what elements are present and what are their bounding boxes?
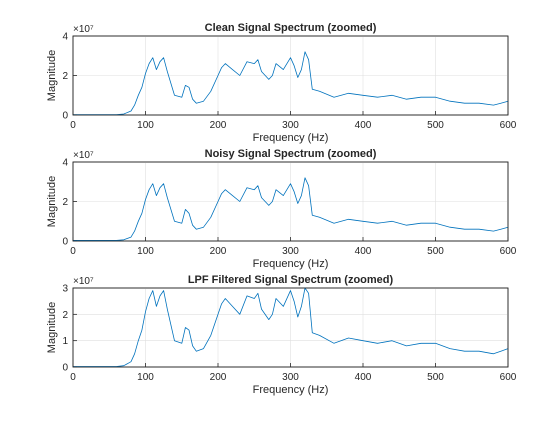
x-tick-label: 200 xyxy=(210,246,227,257)
x-tick-label: 600 xyxy=(500,372,517,383)
x-axis-label: Frequency (Hz) xyxy=(253,258,329,270)
x-tick-label: 300 xyxy=(282,246,299,257)
y-tick-label: 2 xyxy=(62,197,68,208)
y-tick-label: 0 xyxy=(62,363,68,374)
x-tick-label: 100 xyxy=(137,372,154,383)
chart-title: Clean Signal Spectrum (zoomed) xyxy=(205,22,377,34)
y-tick-label: 1 xyxy=(62,336,68,347)
y-tick-label: 3 xyxy=(62,284,68,295)
y-axis-label: Magnitude xyxy=(46,50,58,101)
x-tick-label: 300 xyxy=(282,372,299,383)
x-tick-label: 0 xyxy=(70,372,76,383)
x-axis-label: Frequency (Hz) xyxy=(253,132,329,144)
x-tick-label: 400 xyxy=(355,246,372,257)
chart-title: LPF Filtered Signal Spectrum (zoomed) xyxy=(188,274,394,286)
x-tick-label: 400 xyxy=(355,372,372,383)
y-tick-label: 2 xyxy=(62,310,68,321)
y-tick-label: 4 xyxy=(62,32,68,43)
subplot-3: 0 100 200 300 400 500 600 0 1 2 3 ×10⁷ LPF Filtered … xyxy=(46,274,517,396)
x-tick-label: 400 xyxy=(355,120,372,131)
x-tick-label: 500 xyxy=(427,372,444,383)
y-axis-label: Magnitude xyxy=(46,302,58,353)
x-tick-label: 600 xyxy=(500,120,517,131)
x-tick-label: 0 xyxy=(70,246,76,257)
series-line xyxy=(73,177,509,241)
x-tick-label: 100 xyxy=(137,120,154,131)
chart-title: Noisy Signal Spectrum (zoomed) xyxy=(205,148,377,160)
y-axis-label: Magnitude xyxy=(46,176,58,227)
x-tick-label: 600 xyxy=(500,246,517,257)
subplot-2: 0 100 200 300 400 500 600 0 2 4 ×10⁷ Noisy Signal S… xyxy=(46,148,517,270)
x-tick-label: 200 xyxy=(210,120,227,131)
series-line xyxy=(73,51,509,115)
x-axis-label: Frequency (Hz) xyxy=(253,384,329,396)
y-exponent-label: ×10⁷ xyxy=(73,24,94,35)
subplot-1: 0 100 200 300 400 500 600 0 2 4 ×10⁷ Clean Signal S… xyxy=(46,22,517,144)
y-tick-label: 4 xyxy=(62,158,68,169)
x-tick-label: 0 xyxy=(70,120,76,131)
y-tick-label: 0 xyxy=(62,111,68,122)
x-tick-label: 200 xyxy=(210,372,227,383)
y-tick-label: 0 xyxy=(62,237,68,248)
y-tick-label: 2 xyxy=(62,71,68,82)
x-tick-label: 100 xyxy=(137,246,154,257)
series-line xyxy=(73,287,509,367)
x-tick-label: 300 xyxy=(282,120,299,131)
y-exponent-label: ×10⁷ xyxy=(73,276,94,287)
y-exponent-label: ×10⁷ xyxy=(73,150,94,161)
x-tick-label: 500 xyxy=(427,120,444,131)
x-tick-label: 500 xyxy=(427,246,444,257)
